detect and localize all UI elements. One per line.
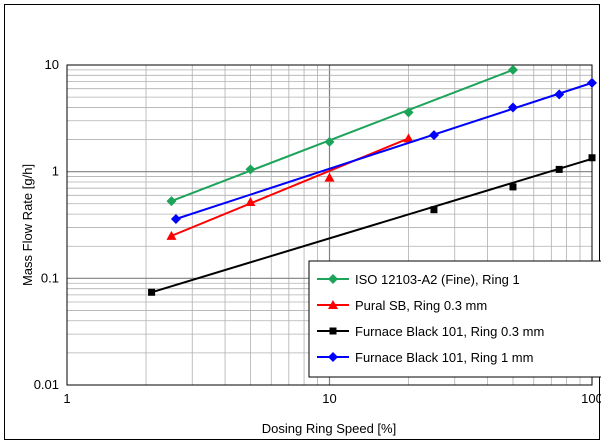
legend-item: Pural SB, Ring 0.3 mm [317,298,487,313]
legend-swatch-marker [328,300,338,309]
x-tick-label: 100 [581,391,601,406]
series-1 [166,133,414,240]
plot-border [66,64,593,386]
series-3 [170,77,597,224]
data-point [403,133,414,143]
data-point [587,77,597,88]
legend-label: Furnace Black 101, Ring 1 mm [355,350,533,365]
y-tick-label: 0.1 [41,270,59,285]
data-point [148,288,156,296]
series-line [171,68,514,203]
y-tick-label: 10 [45,57,59,72]
tick-labels: 1 10 100 0.01 0.1 1 10 [34,57,601,406]
data-point [507,64,518,75]
data-point [554,89,565,100]
data-point [509,183,517,191]
data-point [324,172,335,182]
legend-item: ISO 12103-A2 (Fine), Ring 1 [317,272,520,287]
legend-label: ISO 12103-A2 (Fine), Ring 1 [355,272,520,287]
legend-swatch-marker [328,352,338,362]
series-layer [148,64,597,296]
legend-swatch-marker [328,274,338,284]
series-line [175,81,593,220]
series-line [151,157,593,294]
legend-item: Furnace Black 101, Ring 0.3 mm [317,324,544,339]
data-point [166,230,177,240]
y-tick-label: 1 [52,164,59,179]
legend-label: Furnace Black 101, Ring 0.3 mm [355,324,544,339]
chart-svg: 1 10 100 0.01 0.1 1 10 Dosing Ring Speed [%] M… [20,57,601,436]
legend-label: Pural SB, Ring 0.3 mm [355,298,487,313]
x-tick-label: 10 [322,391,336,406]
y-tick-label: 0.01 [34,377,59,392]
data-point [555,165,563,173]
data-point [324,136,335,147]
data-point [428,130,439,141]
data-point [170,213,181,224]
legend-swatch-marker [329,327,337,335]
legend-item: Furnace Black 101, Ring 1 mm [317,350,533,365]
x-tick-label: 1 [63,391,70,406]
legend: ISO 12103-A2 (Fine), Ring 1 Pural SB, Rin… [308,260,601,378]
data-point [430,206,438,214]
data-point [166,196,177,207]
legend-box [308,260,601,378]
series-0 [166,64,518,207]
y-axis-label: Mass Flow Rate [g/h] [20,164,35,286]
chart-frame: 1 10 100 0.01 0.1 1 10 Dosing Ring Speed [%] M… [4,4,601,440]
data-point [245,196,256,206]
data-point [245,164,256,175]
series-2 [148,154,596,296]
data-point [588,154,596,162]
x-axis-label: Dosing Ring Speed [%] [262,421,396,436]
data-point [403,107,414,118]
series-line [171,137,409,237]
data-point [507,102,518,113]
